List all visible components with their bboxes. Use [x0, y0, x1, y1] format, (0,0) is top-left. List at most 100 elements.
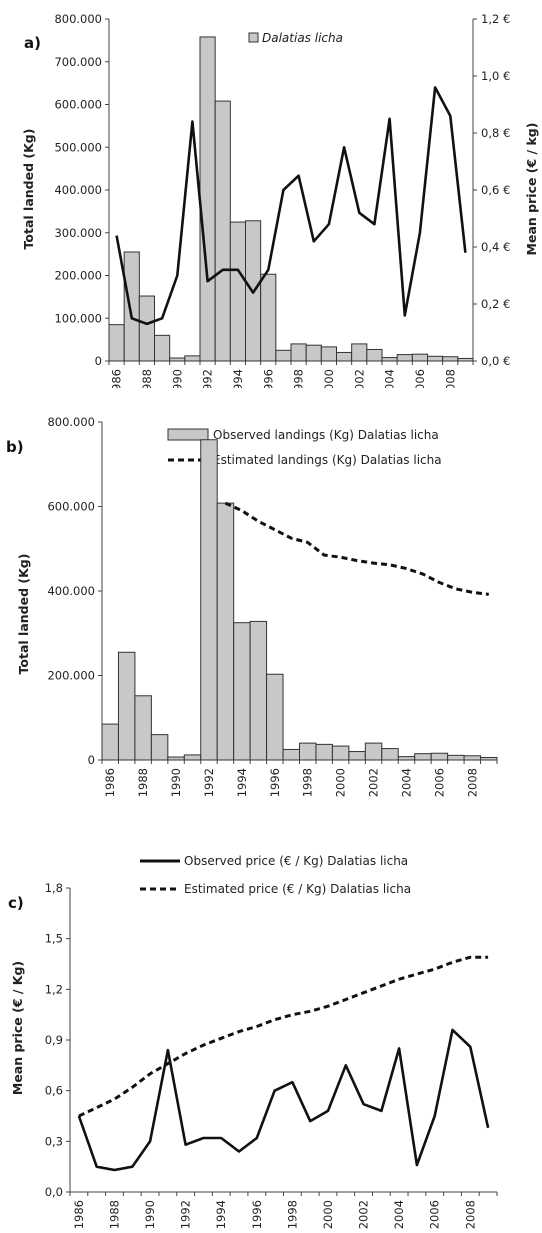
bar	[151, 735, 167, 760]
legend-label-estimated: Estimated price (€ / Kg) Dalatias licha	[184, 882, 411, 896]
y-tick-label: 200.000	[47, 669, 95, 683]
y2-tick-label: 0,4 €	[481, 240, 510, 254]
bar	[428, 356, 443, 361]
bar	[398, 757, 414, 760]
x-tick-label: 1992	[179, 1200, 193, 1229]
x-tick-label: 1990	[170, 369, 184, 388]
bar	[234, 623, 250, 760]
x-tick-label: 1994	[214, 1200, 228, 1229]
bar	[124, 252, 139, 361]
bar	[283, 749, 299, 760]
y-tick-label: 500.000	[54, 140, 102, 154]
bar	[267, 674, 283, 760]
x-tick-label: 1986	[72, 1200, 86, 1229]
y2-tick-label: 0,0 €	[481, 354, 510, 368]
y-tick-label: 400.000	[54, 183, 102, 197]
x-tick-label: 2002	[367, 768, 381, 797]
x-tick-label: 2004	[392, 1200, 406, 1229]
bar	[431, 753, 447, 760]
x-tick-label: 2008	[463, 1200, 477, 1229]
bar	[349, 752, 365, 760]
x-tick-label: 1986	[103, 768, 117, 797]
legend-label-observed: Observed landings (Kg) Dalatias licha	[213, 428, 439, 442]
y2-tick-label: 0,2 €	[481, 297, 510, 311]
bar	[217, 503, 233, 760]
panel-label: c)	[8, 894, 24, 912]
bar	[382, 749, 398, 760]
bar	[337, 352, 352, 361]
x-tick-label: 2000	[322, 369, 336, 388]
series-line-1	[225, 503, 488, 594]
bar	[321, 347, 336, 361]
chart-a: a) Total landed (Kg) Mean price (€ / kg)…	[0, 0, 542, 388]
bar	[365, 743, 381, 760]
bar	[332, 746, 348, 760]
series-line-0	[79, 1030, 488, 1170]
legend-label: Dalatias licha	[262, 31, 343, 45]
x-tick-label: 1998	[292, 369, 306, 388]
y-tick-label: 1,8	[45, 881, 63, 895]
bar	[291, 344, 306, 361]
y-tick-label: 800.000	[54, 12, 102, 26]
x-tick-label: 2000	[334, 768, 348, 797]
bar	[102, 724, 118, 760]
y-axis-label: Mean price (€ / Kg)	[10, 961, 25, 1095]
legend-swatch-observed	[168, 429, 208, 440]
x-tick-label: 2008	[443, 369, 457, 388]
y-tick-label: 200.000	[54, 269, 102, 283]
x-tick-label: 1996	[268, 768, 282, 797]
x-tick-label: 1994	[231, 369, 245, 388]
y-tick-label: 0,3	[45, 1134, 63, 1148]
y-tick-label: 0	[95, 354, 102, 368]
y-tick-label: 400.000	[47, 584, 95, 598]
y-tick-label: 600.000	[47, 500, 95, 514]
y-tick-label: 0	[88, 753, 95, 767]
bar	[200, 37, 215, 361]
bar	[276, 350, 291, 361]
y-tick-label: 800.000	[47, 415, 95, 429]
bar	[201, 440, 217, 760]
y-tick-label: 300.000	[54, 226, 102, 240]
x-tick-label: 2002	[357, 1200, 371, 1229]
legend: Dalatias licha	[249, 31, 343, 45]
y-tick-label: 700.000	[54, 55, 102, 69]
x-tick-label: 1994	[235, 768, 249, 797]
bar	[382, 358, 397, 361]
y2-tick-label: 0,6 €	[481, 183, 510, 197]
x-tick-label: 1986	[110, 369, 124, 388]
x-tick-label: 2004	[383, 369, 397, 388]
y2-axis-label: Mean price (€ / kg)	[524, 123, 539, 256]
series-line-1	[117, 87, 466, 324]
bar	[261, 274, 276, 361]
y2-tick-label: 0,8 €	[481, 126, 510, 140]
x-tick-label: 2000	[321, 1200, 335, 1229]
x-tick-label: 1992	[201, 369, 215, 388]
bar	[135, 696, 151, 760]
y-axis-label: Total landed (Kg)	[16, 554, 31, 675]
legend: Observed price (€ / Kg) Dalatias licha E…	[140, 854, 411, 896]
bar	[448, 755, 464, 760]
y-tick-label: 1,5	[45, 932, 63, 946]
x-tick-label: 1988	[107, 1200, 121, 1229]
bar	[155, 335, 170, 361]
y-tick-label: 0,6	[45, 1084, 63, 1098]
bar	[139, 296, 154, 361]
bar	[415, 754, 431, 760]
bar	[230, 222, 245, 361]
series-line-1	[79, 957, 488, 1116]
bar	[250, 621, 266, 760]
y2-tick-label: 1,0 €	[481, 69, 510, 83]
bar	[109, 325, 124, 361]
x-tick-label: 2006	[428, 1200, 442, 1229]
y-axis-label: Total landed (Kg)	[21, 129, 36, 250]
x-tick-label: 1992	[202, 768, 216, 797]
x-tick-label: 1988	[136, 768, 150, 797]
bar	[352, 344, 367, 361]
x-tick-label: 2002	[352, 369, 366, 388]
x-tick-label: 2004	[399, 768, 413, 797]
y-tick-label: 0,9	[45, 1033, 63, 1047]
bar	[443, 357, 458, 361]
bar	[412, 354, 427, 361]
bar	[306, 345, 321, 361]
bar	[118, 652, 134, 760]
